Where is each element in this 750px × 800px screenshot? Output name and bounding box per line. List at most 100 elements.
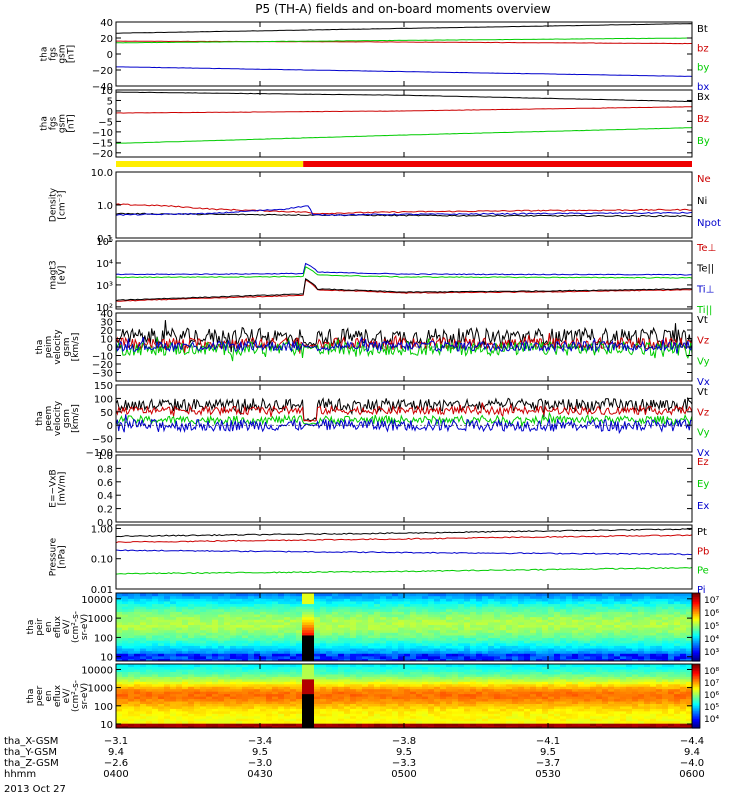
- spectrogram-cell: [260, 688, 267, 692]
- spectrogram-cell: [512, 678, 519, 682]
- spectrogram-cell: [194, 691, 201, 695]
- spectrogram-cell: [512, 655, 519, 659]
- spectrogram-cell: [302, 658, 309, 661]
- spectrogram-cell: [422, 691, 429, 695]
- spectrogram-cell: [512, 629, 519, 633]
- spectrogram-cell: [452, 668, 459, 672]
- spectrogram-cell: [680, 645, 687, 649]
- spectrogram-cell: [284, 608, 291, 612]
- panel-plot-area: [116, 320, 692, 362]
- spectrogram-cell: [164, 718, 171, 722]
- spectrogram-cell: [290, 658, 297, 661]
- spectrogram-cell: [278, 720, 285, 724]
- spectrogram-cell: [350, 598, 357, 602]
- spectrogram-cell: [320, 606, 327, 610]
- spectrogram-cell: [452, 681, 459, 685]
- spectrogram-cell: [326, 616, 333, 620]
- spectrogram-cell: [188, 705, 195, 709]
- spectrogram-cell: [506, 720, 513, 724]
- spectrogram-cell: [374, 647, 381, 652]
- spectrogram-cell: [644, 600, 651, 605]
- spectrogram-cell: [260, 713, 267, 717]
- spectrogram-cell: [350, 681, 357, 685]
- spectrogram-cell: [668, 600, 675, 605]
- spectrogram-cell: [314, 715, 321, 719]
- spectrogram-cell: [578, 696, 585, 700]
- spectrogram-cell: [506, 686, 513, 690]
- spectrogram-cell: [596, 715, 603, 719]
- spectrogram-cell: [566, 693, 573, 697]
- spectrogram-cell: [338, 666, 345, 670]
- spectrogram-cell: [194, 664, 201, 668]
- spectrogram-cell: [152, 645, 159, 649]
- spectrogram-cell: [386, 647, 393, 652]
- spectrogram-cell: [410, 715, 417, 719]
- spectrogram-cell: [548, 708, 555, 712]
- spectrogram-cell: [344, 619, 351, 623]
- spectrogram-cell: [542, 693, 549, 697]
- spectrogram-cell: [596, 619, 603, 623]
- spectrogram-cell: [650, 606, 657, 610]
- spectrogram-cell: [260, 606, 267, 610]
- panel-plot-area: [116, 528, 692, 575]
- spectrogram-cell: [344, 666, 351, 670]
- spectrogram-cell: [566, 650, 573, 654]
- spectrogram-cell: [170, 608, 177, 612]
- colorbar-cell: [692, 633, 700, 637]
- spectrogram-cell: [122, 691, 129, 695]
- spectrogram-cell: [344, 671, 351, 675]
- spectrogram-cell: [524, 598, 531, 602]
- spectrogram-cell: [374, 664, 381, 668]
- spectrogram-cell: [440, 686, 447, 690]
- spectrogram-cell: [326, 632, 333, 636]
- spectrogram-cell: [440, 676, 447, 680]
- spectrogram-cell: [344, 632, 351, 636]
- spectrogram-cell: [206, 595, 213, 599]
- panel-plot-area: [116, 262, 692, 302]
- spectrogram-cell: [500, 608, 507, 612]
- spectrogram-cell: [392, 647, 399, 652]
- spectrogram-cell: [158, 678, 165, 682]
- spectrogram-cell: [674, 611, 681, 615]
- spectrogram-cell: [326, 715, 333, 719]
- spectrogram-cell: [392, 671, 399, 675]
- spectrogram-cell: [506, 606, 513, 610]
- spectrogram-cell: [242, 629, 249, 633]
- spectrogram-cell: [206, 621, 213, 625]
- spectrogram-cell: [374, 598, 381, 602]
- spectrogram-cell: [320, 658, 327, 661]
- colorbar-cell: [692, 615, 700, 618]
- spectrogram-cell: [242, 655, 249, 659]
- spectrogram-cell: [194, 673, 201, 677]
- spectrogram-cell: [524, 671, 531, 675]
- spectrogram-cell: [680, 637, 687, 641]
- spectrogram-cell: [530, 713, 537, 717]
- spectrogram-cell: [644, 598, 651, 602]
- spectrogram-cell: [224, 616, 231, 620]
- spectrogram-cell: [590, 627, 597, 631]
- spectrogram-cell: [170, 710, 177, 714]
- spectrogram-cell: [434, 632, 441, 636]
- spectrogram-cell: [686, 637, 692, 641]
- spectrogram-cell: [134, 671, 141, 675]
- spectrogram-cell: [632, 621, 639, 625]
- spectrogram-cell: [116, 720, 123, 724]
- spectrogram-cell: [512, 696, 519, 700]
- spectrogram-cell: [320, 708, 327, 712]
- spectrogram-cell: [242, 619, 249, 623]
- spectrogram-cell: [476, 637, 483, 641]
- spectrogram-cell: [152, 676, 159, 680]
- spectrogram-cell: [464, 718, 471, 722]
- spectrogram-cell: [272, 691, 279, 695]
- spectrogram-cell: [236, 611, 243, 615]
- spectrogram-cell: [500, 603, 507, 607]
- spectrogram-cell: [392, 650, 399, 654]
- spectrogram-cell: [362, 671, 369, 675]
- spectrogram-cell: [128, 608, 135, 612]
- spectrogram-cell: [242, 634, 249, 639]
- spectrogram-cell: [224, 647, 231, 652]
- spectrogram-cell: [512, 616, 519, 620]
- spectrogram-cell: [200, 688, 207, 692]
- spectrogram-cell: [410, 627, 417, 631]
- spectrogram-cell: [236, 691, 243, 695]
